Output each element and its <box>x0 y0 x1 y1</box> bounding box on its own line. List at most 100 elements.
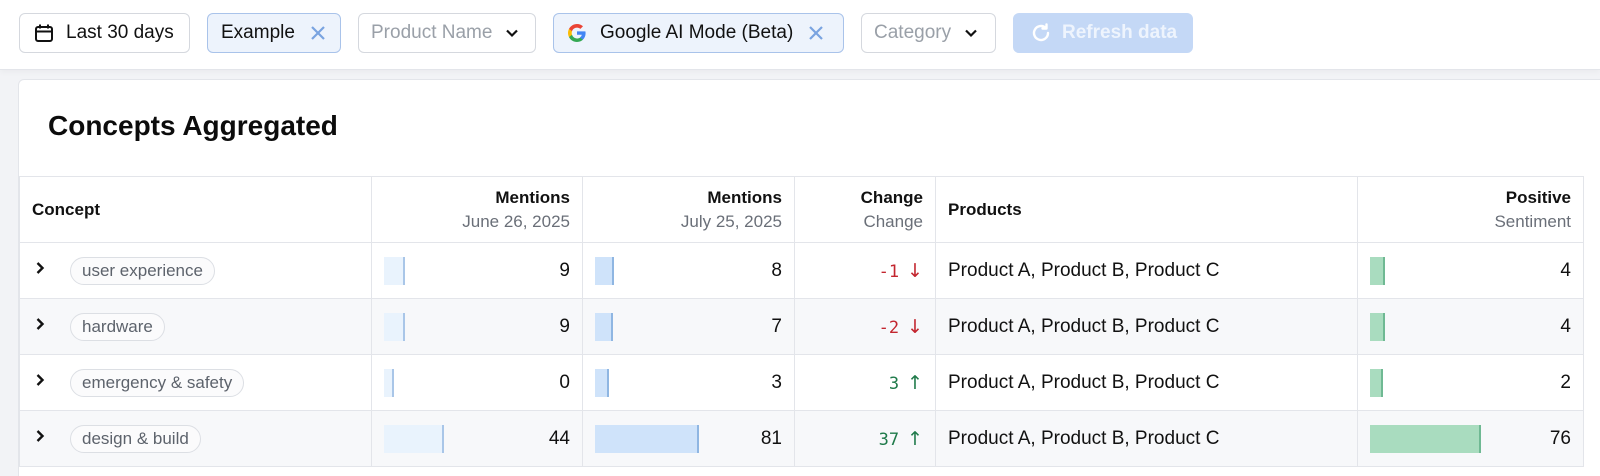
change-value: -1 <box>878 261 900 282</box>
model-filter-chip[interactable]: Google AI Mode (Beta) <box>553 13 844 53</box>
table-header-row: Concept Mentions June 26, 2025 Mentions … <box>19 176 1584 243</box>
mentions-curr-value: 81 <box>760 427 782 449</box>
chevron-down-icon <box>504 25 520 41</box>
concept-cell: hardware <box>19 298 372 355</box>
chevron-down-icon <box>963 25 979 41</box>
mentions-curr-cell: 7 <box>582 298 795 355</box>
arrow-up-icon: ↑ <box>907 427 923 450</box>
tag-filter-label: Example <box>221 22 295 43</box>
mentions-prev-cell: 9 <box>371 298 583 355</box>
mentions-prev-header-date: June 26, 2025 <box>462 211 570 231</box>
concept-header-label: Concept <box>32 199 100 219</box>
products-value: Product A, Product B, Product C <box>948 371 1220 393</box>
mentions-prev-header-label: Mentions <box>495 187 570 207</box>
arrow-up-icon: ↑ <box>907 371 923 394</box>
chevron-right-icon[interactable] <box>32 428 52 450</box>
products-cell: Product A, Product B, Product C <box>935 298 1358 355</box>
mentions-curr-value: 8 <box>771 259 782 281</box>
positive-cell: 4 <box>1357 298 1584 355</box>
mentions-prev-cell: 9 <box>371 242 583 299</box>
chevron-right-icon[interactable] <box>32 316 52 338</box>
concept-cell: emergency & safety <box>19 354 372 411</box>
close-icon[interactable] <box>807 24 825 42</box>
refresh-data-button[interactable]: Refresh data <box>1013 13 1193 53</box>
change-header-label: Change <box>860 187 923 207</box>
products-value: Product A, Product B, Product C <box>948 259 1220 281</box>
change-value: 37 <box>878 429 900 450</box>
mentions-prev-value: 9 <box>559 315 570 337</box>
positive-value: 76 <box>1549 427 1571 449</box>
mentions-prev-cell: 0 <box>371 354 583 411</box>
refresh-data-label: Refresh data <box>1062 22 1178 43</box>
mentions-curr-header-date: July 25, 2025 <box>680 211 782 231</box>
mentions-curr-cell: 81 <box>582 410 795 467</box>
date-range-label: Last 30 days <box>66 22 174 43</box>
date-range-button[interactable]: Last 30 days <box>19 13 190 53</box>
google-logo-icon <box>566 22 588 44</box>
change-header-sub: Change <box>863 211 923 231</box>
mentions-curr-value: 7 <box>771 315 782 337</box>
mentions-curr-header-label: Mentions <box>707 187 782 207</box>
tag-filter-chip[interactable]: Example <box>207 13 341 53</box>
positive-header-sub: Sentiment <box>1494 211 1571 231</box>
products-value: Product A, Product B, Product C <box>948 427 1220 449</box>
model-filter-label: Google AI Mode (Beta) <box>600 22 794 43</box>
category-placeholder: Category <box>874 22 952 43</box>
positive-value: 4 <box>1560 315 1571 337</box>
change-value: 3 <box>888 373 900 394</box>
mentions-curr-cell: 3 <box>582 354 795 411</box>
change-cell: -1 ↓ <box>794 242 936 299</box>
concept-cell: user experience <box>19 242 372 299</box>
change-cell: 37 ↑ <box>794 410 936 467</box>
change-cell: 3 ↑ <box>794 354 936 411</box>
positive-cell: 4 <box>1357 242 1584 299</box>
change-cell: -2 ↓ <box>794 298 936 355</box>
concept-cell: design & build <box>19 410 372 467</box>
positive-column-header[interactable]: Positive Sentiment <box>1357 176 1584 243</box>
products-column-header[interactable]: Products <box>935 176 1358 243</box>
arrow-down-icon: ↓ <box>907 259 923 282</box>
change-value: -2 <box>878 317 900 338</box>
positive-cell: 2 <box>1357 354 1584 411</box>
concept-tag[interactable]: user experience <box>70 256 215 285</box>
mentions-prev-column-header[interactable]: Mentions June 26, 2025 <box>371 176 583 243</box>
concept-tag[interactable]: emergency & safety <box>70 368 245 397</box>
chevron-right-icon[interactable] <box>32 372 52 394</box>
product-name-select[interactable]: Product Name <box>358 13 536 53</box>
mentions-prev-value: 9 <box>559 259 570 281</box>
concepts-table: Concept Mentions June 26, 2025 Mentions … <box>19 176 1584 467</box>
product-name-placeholder: Product Name <box>371 22 493 43</box>
table-row[interactable]: hardware 9 7 -2 ↓ Product A, Product B, Produ… <box>19 298 1584 355</box>
table-row[interactable]: user experience 9 8 -1 ↓ Product A, Product B… <box>19 242 1584 299</box>
positive-cell: 76 <box>1357 410 1584 467</box>
table-row[interactable]: design & build 44 81 37 ↑ Product A, Product … <box>19 410 1584 467</box>
mentions-curr-cell: 8 <box>582 242 795 299</box>
positive-value: 2 <box>1560 371 1571 393</box>
arrow-down-icon: ↓ <box>907 315 923 338</box>
filter-toolbar: Last 30 days Example Product Name Google… <box>0 0 1600 70</box>
chevron-right-icon[interactable] <box>32 260 52 282</box>
concept-column-header[interactable]: Concept <box>19 176 372 243</box>
change-column-header[interactable]: Change Change <box>794 176 936 243</box>
calendar-icon <box>34 23 54 43</box>
concepts-aggregated-card: Concepts Aggregated Concept Mentions Jun… <box>18 79 1600 476</box>
products-cell: Product A, Product B, Product C <box>935 410 1358 467</box>
mentions-curr-value: 3 <box>771 371 782 393</box>
category-select[interactable]: Category <box>861 13 996 53</box>
refresh-icon <box>1030 22 1052 44</box>
close-icon[interactable] <box>309 24 327 42</box>
mentions-curr-column-header[interactable]: Mentions July 25, 2025 <box>582 176 795 243</box>
mentions-prev-value: 0 <box>559 371 570 393</box>
table-row[interactable]: emergency & safety 0 3 3 ↑ Product A, Product… <box>19 354 1584 411</box>
positive-value: 4 <box>1560 259 1571 281</box>
products-cell: Product A, Product B, Product C <box>935 242 1358 299</box>
mentions-prev-value: 44 <box>548 427 570 449</box>
concept-tag[interactable]: hardware <box>70 312 165 341</box>
concept-tag[interactable]: design & build <box>70 424 201 453</box>
mentions-prev-cell: 44 <box>371 410 583 467</box>
products-cell: Product A, Product B, Product C <box>935 354 1358 411</box>
products-value: Product A, Product B, Product C <box>948 315 1220 337</box>
products-header-label: Products <box>948 199 1022 219</box>
card-title: Concepts Aggregated <box>48 110 338 141</box>
positive-header-label: Positive <box>1505 187 1571 207</box>
